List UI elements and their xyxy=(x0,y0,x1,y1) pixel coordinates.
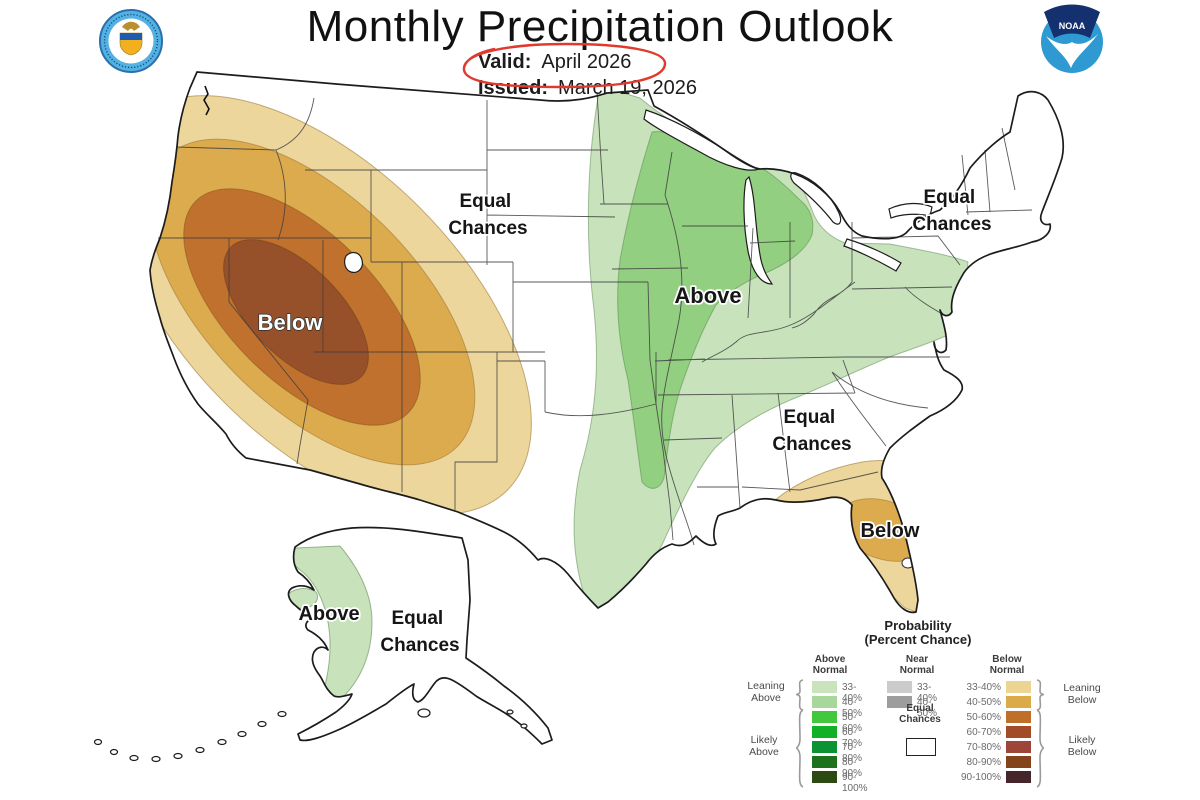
probability-legend: Probability (Percent Chance) Above Normal… xyxy=(735,618,1180,798)
below-swatch xyxy=(1006,696,1031,708)
valid-label: Valid: xyxy=(478,51,532,73)
above-swatch xyxy=(812,771,837,783)
pct-label: 60-70% xyxy=(842,727,863,749)
below-swatch xyxy=(1006,741,1031,753)
pct-label: 60-70% xyxy=(966,727,1001,738)
near-swatch xyxy=(887,696,912,708)
pct-label: 40-50% xyxy=(966,697,1001,708)
pct-label: 33-40% xyxy=(842,682,863,704)
below-swatch xyxy=(1006,756,1031,768)
above-central-label: Above xyxy=(674,283,741,308)
equal-chances-legend-label: Equal Chances xyxy=(899,703,941,725)
legend-title: Probability (Percent Chance) xyxy=(864,618,972,647)
noaa-logo-icon: NOAA xyxy=(1041,4,1103,73)
below-west-label: Below xyxy=(258,310,324,335)
pct-label: 33-40% xyxy=(917,682,938,704)
above-swatch xyxy=(812,681,837,693)
below-normal-region-west xyxy=(150,95,532,515)
above-swatch xyxy=(812,696,837,708)
lake-ontario xyxy=(888,202,933,219)
pct-label: 70-80% xyxy=(966,742,1001,753)
likely-below-label: Likely Below xyxy=(1067,734,1097,758)
pct-label: 90-100% xyxy=(842,772,868,794)
near-swatch xyxy=(887,681,912,693)
below-swatch xyxy=(1006,771,1031,783)
state-boundaries xyxy=(158,91,1033,546)
pct-label: 80-90% xyxy=(966,757,1001,768)
below-swatch xyxy=(1006,681,1031,693)
above-swatch xyxy=(812,756,837,768)
lower48-outlook-regions xyxy=(150,85,969,613)
issued-row: Issued: March 19, 2026 xyxy=(478,77,697,100)
alaska-outline xyxy=(287,526,553,745)
noaa-logo-text: NOAA xyxy=(1059,21,1086,31)
pct-label: 40-50% xyxy=(917,697,938,719)
above-normal-region-40-50 xyxy=(617,131,814,489)
lower48-outline xyxy=(149,71,1065,614)
leaning-below-label: Leaning Below xyxy=(1063,682,1101,706)
equal-chances-label-alaska: Equal Chances xyxy=(380,608,459,656)
leaning-above-label: Leaning Above xyxy=(747,680,785,704)
great-salt-lake xyxy=(344,251,363,273)
equal-chances-label-northwest: Equal Chances xyxy=(448,191,527,239)
issued-label: Issued: xyxy=(478,77,549,99)
puget-sound xyxy=(203,85,210,116)
map-labels: Below Above Below Above Equal Chances Eq… xyxy=(257,185,993,658)
equal-chances-label-southeast: Equal Chances xyxy=(772,407,851,455)
above-swatch xyxy=(812,711,837,723)
equal-chances-label-northeast: Equal Chances xyxy=(912,187,991,235)
near-normal-header: Near Normal xyxy=(899,654,935,676)
pct-label: 70-80% xyxy=(842,742,863,764)
pct-label: 40-50% xyxy=(842,697,863,719)
below-swatch xyxy=(1006,726,1031,738)
likely-above-brace-icon xyxy=(795,709,804,788)
pct-label: 80-90% xyxy=(842,757,863,779)
doc-seal-icon xyxy=(99,9,163,73)
above-normal-header: Above Normal xyxy=(812,654,848,676)
pct-label: 50-60% xyxy=(966,712,1001,723)
below-swatch xyxy=(1006,711,1031,723)
below-normal-header: Below Normal xyxy=(989,654,1025,676)
above-alaska-label: Above xyxy=(298,603,359,625)
below-florida-label: Below xyxy=(861,520,920,542)
pct-label: 33-40% xyxy=(966,682,1001,693)
page-title: Monthly Precipitation Outlook xyxy=(306,2,894,51)
above-swatch xyxy=(812,726,837,738)
leaning-above-brace-icon xyxy=(795,679,804,711)
equal-chances-swatch xyxy=(906,738,936,756)
alaska-inset xyxy=(93,526,553,763)
above-normal-region-alaska xyxy=(290,545,373,703)
aleutian-islands xyxy=(93,708,528,763)
pct-label: 50-60% xyxy=(842,712,863,734)
valid-value: April 2026 xyxy=(541,51,632,73)
likely-above-label: Likely Above xyxy=(749,734,779,758)
likely-below-brace-icon xyxy=(1036,709,1045,788)
leaning-below-brace-icon xyxy=(1036,679,1045,711)
issued-value: March 19, 2026 xyxy=(558,77,698,99)
pct-label: 90-100% xyxy=(960,772,1001,783)
lake-erie xyxy=(843,238,902,272)
valid-row: Valid: April 2026 xyxy=(478,51,631,74)
above-swatch xyxy=(812,741,837,753)
